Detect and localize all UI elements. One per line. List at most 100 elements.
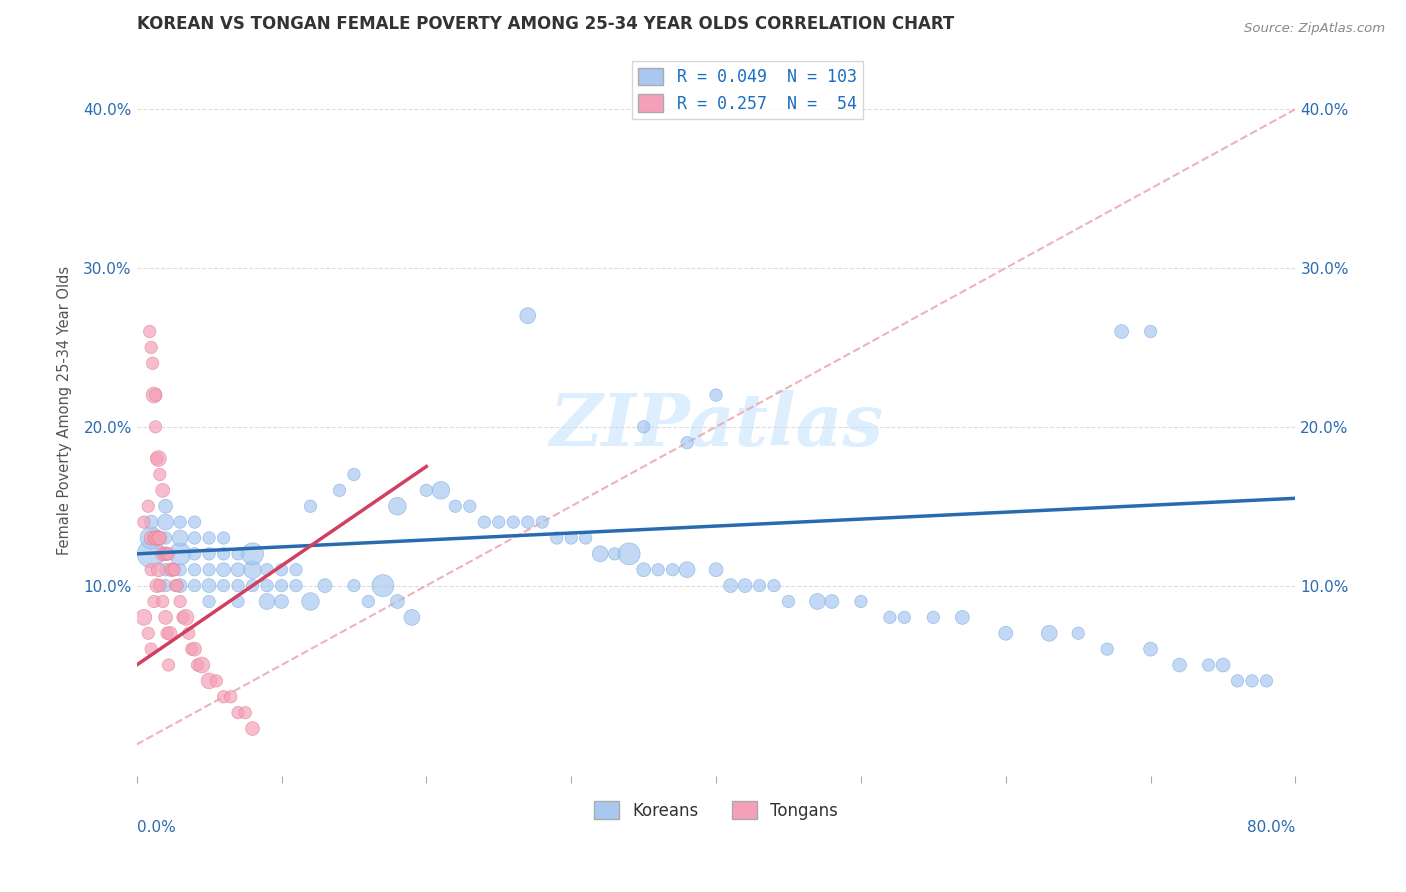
Y-axis label: Female Poverty Among 25-34 Year Olds: Female Poverty Among 25-34 Year Olds	[58, 267, 72, 556]
Point	[994, 626, 1017, 640]
Point	[285, 563, 308, 577]
Point	[169, 515, 191, 529]
Point	[299, 500, 322, 514]
Point	[1038, 626, 1060, 640]
Point	[198, 531, 221, 545]
Point	[415, 483, 437, 498]
Point	[212, 531, 235, 545]
Point	[143, 531, 166, 545]
Point	[155, 547, 177, 561]
Point	[516, 309, 538, 323]
Point	[155, 563, 177, 577]
Point	[183, 563, 205, 577]
Point	[149, 579, 172, 593]
Point	[734, 579, 756, 593]
Point	[270, 563, 292, 577]
Point	[821, 594, 844, 608]
Point	[226, 706, 249, 720]
Text: 0.0%: 0.0%	[136, 820, 176, 835]
Point	[1198, 658, 1220, 673]
Point	[357, 594, 380, 608]
Point	[226, 594, 249, 608]
Point	[589, 547, 612, 561]
Point	[488, 515, 510, 529]
Point	[159, 626, 181, 640]
Point	[617, 547, 640, 561]
Point	[720, 579, 742, 593]
Point	[242, 563, 264, 577]
Point	[472, 515, 495, 529]
Point	[177, 626, 200, 640]
Point	[676, 435, 699, 450]
Point	[155, 500, 177, 514]
Point	[226, 579, 249, 593]
Point	[180, 642, 202, 657]
Point	[516, 515, 538, 529]
Point	[603, 547, 626, 561]
Point	[155, 610, 177, 624]
Point	[387, 594, 409, 608]
Point	[212, 579, 235, 593]
Point	[145, 419, 167, 434]
Point	[160, 563, 183, 577]
Point	[922, 610, 945, 624]
Point	[152, 594, 174, 608]
Point	[172, 610, 194, 624]
Point	[226, 547, 249, 561]
Point	[256, 563, 278, 577]
Point	[1256, 673, 1278, 688]
Point	[142, 356, 165, 370]
Point	[762, 579, 785, 593]
Point	[139, 642, 162, 657]
Point	[183, 579, 205, 593]
Point	[145, 388, 167, 402]
Point	[212, 690, 235, 704]
Point	[212, 547, 235, 561]
Point	[1095, 642, 1118, 657]
Point	[502, 515, 524, 529]
Point	[156, 547, 179, 561]
Point	[256, 579, 278, 593]
Point	[950, 610, 973, 624]
Point	[205, 673, 228, 688]
Point	[704, 563, 727, 577]
Point	[778, 594, 800, 608]
Point	[343, 579, 366, 593]
Point	[149, 467, 172, 482]
Point	[226, 563, 249, 577]
Point	[633, 563, 655, 577]
Point	[676, 563, 699, 577]
Point	[458, 500, 481, 514]
Point	[146, 531, 169, 545]
Point	[183, 531, 205, 545]
Point	[343, 467, 366, 482]
Point	[191, 658, 214, 673]
Legend: Koreans, Tongans: Koreans, Tongans	[588, 795, 845, 826]
Point	[146, 579, 169, 593]
Point	[169, 547, 191, 561]
Point	[849, 594, 872, 608]
Point	[132, 610, 155, 624]
Point	[155, 531, 177, 545]
Point	[165, 579, 187, 593]
Point	[242, 547, 264, 561]
Point	[132, 515, 155, 529]
Point	[233, 706, 256, 720]
Point	[136, 626, 159, 640]
Point	[893, 610, 915, 624]
Point	[198, 673, 221, 688]
Point	[299, 594, 322, 608]
Point	[156, 626, 179, 640]
Point	[139, 531, 162, 545]
Point	[242, 579, 264, 593]
Point	[270, 594, 292, 608]
Point	[242, 722, 264, 736]
Point	[575, 531, 598, 545]
Point	[166, 579, 188, 593]
Point	[152, 547, 174, 561]
Point	[647, 563, 669, 577]
Point	[169, 563, 191, 577]
Point	[139, 531, 162, 545]
Point	[285, 579, 308, 593]
Point	[155, 515, 177, 529]
